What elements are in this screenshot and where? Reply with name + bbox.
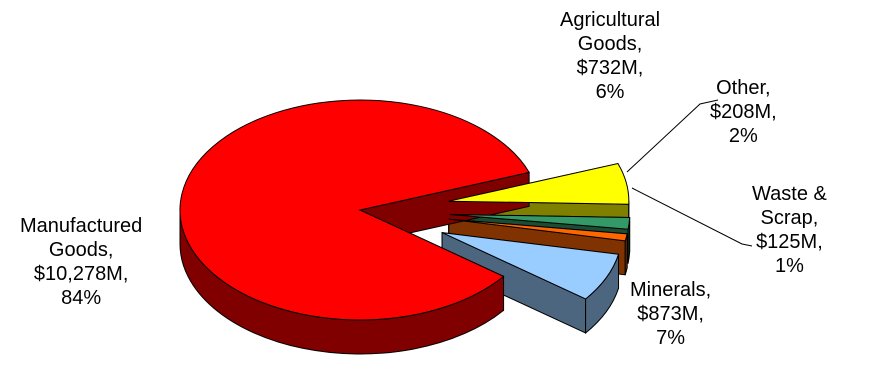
leader-line-waste-scrap bbox=[631, 187, 753, 247]
slice-other-208m bbox=[449, 213, 631, 230]
label-agricultural: Agricultural Goods, $732M, 6% bbox=[560, 9, 661, 103]
label-waste-scrap: Waste & Scrap, $125M, 1% bbox=[752, 183, 827, 277]
slice-waste-scrap bbox=[448, 218, 628, 242]
label-other: Other, $208M, 2% bbox=[710, 77, 777, 147]
slice-manufactured-goods bbox=[179, 99, 530, 321]
label-minerals: Minerals, $873M, 7% bbox=[630, 279, 712, 349]
label-manufactured: Manufactured Goods, $10,278M, 84% bbox=[20, 215, 143, 309]
slice-agricultural-goods bbox=[448, 163, 630, 205]
slice-minerals-873m bbox=[441, 232, 620, 300]
leader-line-other bbox=[626, 99, 719, 173]
